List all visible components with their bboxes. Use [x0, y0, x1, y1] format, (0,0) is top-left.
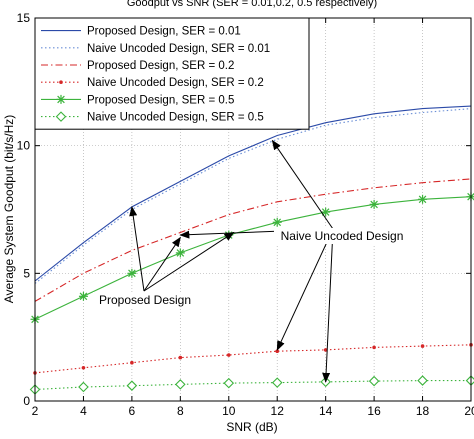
legend-label: Naive Uncoded Design, SER = 0.01 — [87, 43, 270, 55]
chart-title: Goodput vs SNR (SER = 0.01,0.2, 0.5 resp… — [127, 0, 377, 9]
data-point — [421, 344, 425, 348]
series-line — [35, 106, 471, 281]
data-point — [275, 349, 279, 353]
series-layer — [31, 106, 474, 394]
series-4 — [33, 343, 473, 375]
legend-label: Proposed Design, SER = 0.5 — [87, 94, 234, 106]
data-point — [273, 378, 282, 387]
data-point — [273, 218, 282, 227]
legend: Proposed Design, SER = 0.01 Naive Uncoded… — [35, 18, 309, 129]
x-tick-label: 2 — [32, 404, 39, 418]
data-point — [321, 208, 330, 217]
x-tick-label: 12 — [271, 404, 285, 418]
annotation-arrow — [272, 141, 333, 229]
y-tick-label: 15 — [17, 11, 31, 25]
data-point — [130, 361, 134, 365]
series-line — [35, 345, 471, 373]
legend-label: Naive Uncoded Design, SER = 0.5 — [87, 112, 264, 124]
x-tick-label: 14 — [319, 404, 333, 418]
data-point — [418, 376, 427, 385]
series-6 — [31, 376, 474, 394]
data-point — [467, 376, 474, 385]
x-tick-label: 10 — [222, 404, 236, 418]
annotation-label: Proposed Design — [99, 293, 191, 307]
x-tick-label: 8 — [177, 404, 184, 418]
annotation-label: Naive Uncoded Design — [281, 229, 404, 243]
data-point — [82, 366, 86, 370]
x-tick-label: 4 — [80, 404, 87, 418]
data-point — [227, 353, 231, 357]
series-2 — [35, 109, 471, 284]
y-tick-label: 0 — [23, 394, 30, 408]
y-tick-label: 10 — [17, 139, 31, 153]
data-point — [224, 379, 233, 388]
data-point — [418, 195, 427, 204]
data-point — [127, 381, 136, 390]
legend-label: Proposed Design, SER = 0.01 — [87, 26, 241, 38]
x-axis-label: SNR (dB) — [226, 420, 277, 434]
series-1 — [35, 106, 471, 281]
legend-marker — [59, 80, 63, 84]
annotation-arrow — [277, 229, 333, 350]
annotation-layer: Naive Uncoded Design Proposed Design — [93, 141, 410, 382]
y-axis-label: Average System Goodput (bit/s/Hz) — [2, 115, 16, 304]
x-tick-label: 6 — [129, 404, 136, 418]
data-point — [176, 380, 185, 389]
legend-marker — [57, 95, 66, 104]
data-point — [467, 192, 474, 201]
data-point — [372, 346, 376, 350]
x-tick-label: 20 — [464, 404, 474, 418]
data-point — [127, 269, 136, 278]
annotation-arrow — [132, 207, 144, 291]
data-point — [370, 200, 379, 209]
x-tick-label: 18 — [416, 404, 430, 418]
legend-label: Proposed Design, SER = 0.2 — [87, 60, 234, 72]
data-point — [79, 292, 88, 301]
x-tick-label: 16 — [367, 404, 381, 418]
legend-label: Naive Uncoded Design, SER = 0.2 — [87, 77, 264, 89]
data-point — [176, 248, 185, 257]
series-line — [35, 381, 471, 390]
annotation-arrow — [144, 238, 180, 291]
y-tick-label: 5 — [23, 266, 30, 280]
data-point — [370, 377, 379, 386]
annotation-arrow — [326, 229, 333, 382]
data-point — [79, 382, 88, 391]
series-line — [35, 109, 471, 284]
data-point — [179, 356, 183, 360]
